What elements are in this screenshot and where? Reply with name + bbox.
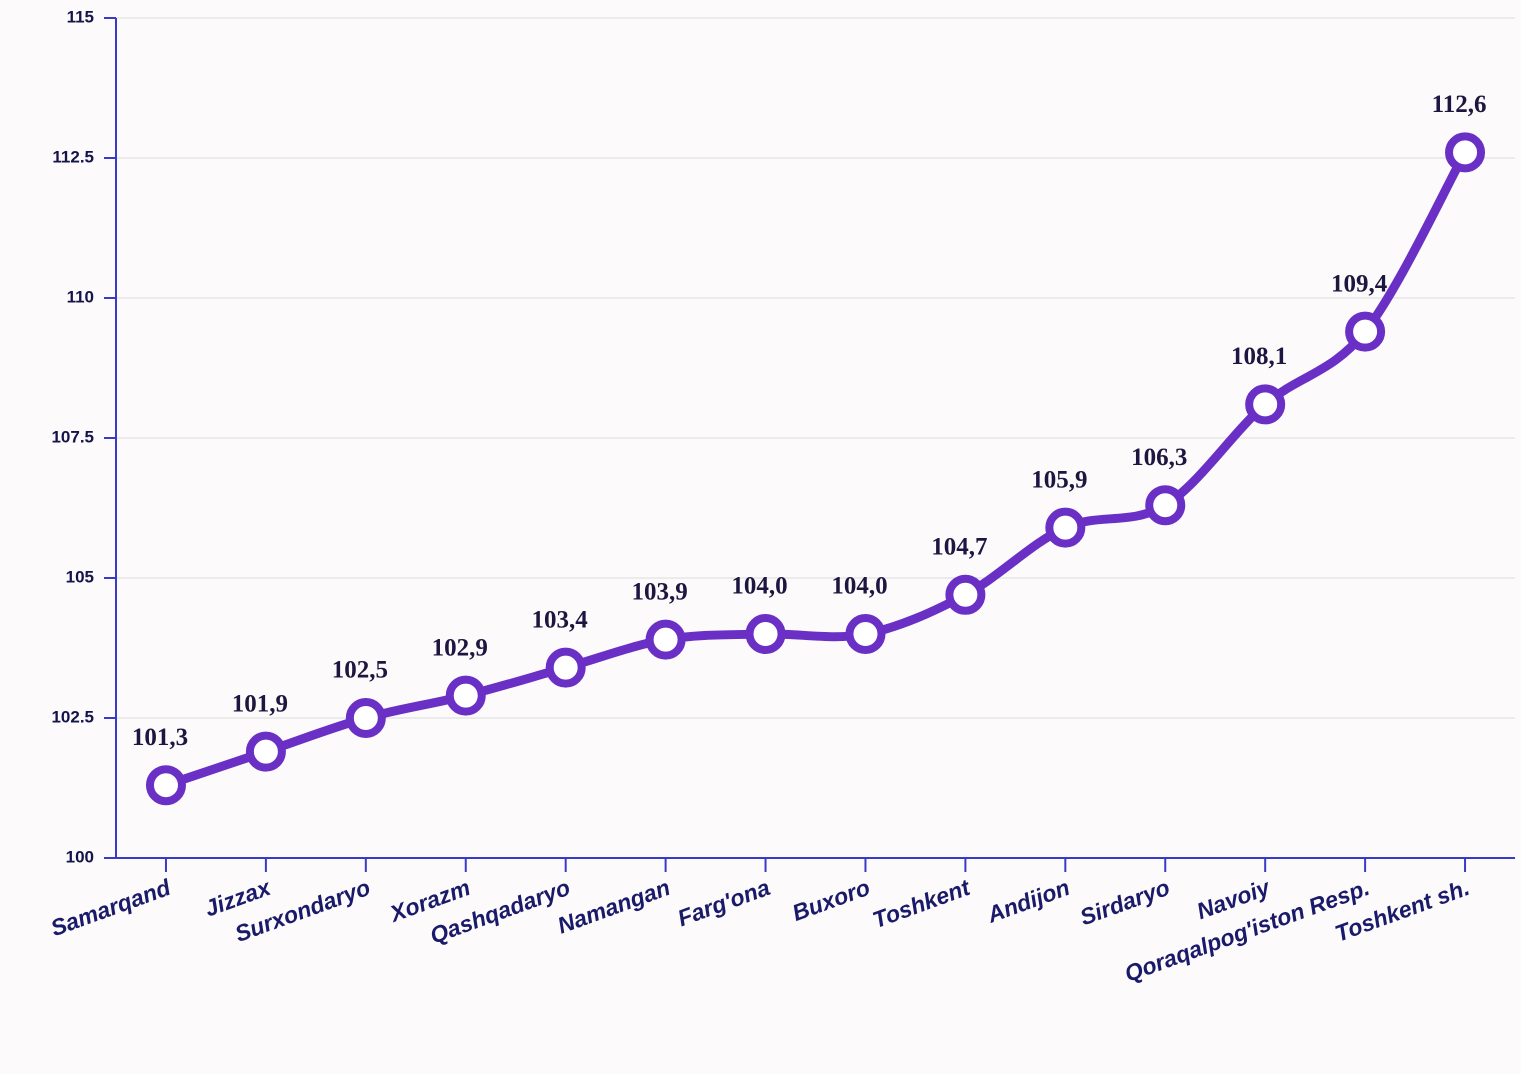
marker bbox=[945, 574, 986, 615]
y-tick-label: 115 bbox=[67, 7, 94, 26]
value-label: 108,1 bbox=[1231, 343, 1287, 370]
marker bbox=[845, 614, 886, 654]
value-label: 101,3 bbox=[132, 724, 188, 751]
x-tick-label: Samarqand bbox=[47, 874, 174, 942]
value-label: 109,4 bbox=[1331, 270, 1388, 297]
value-label: 105,9 bbox=[1031, 466, 1087, 493]
y-tick-label: 105 bbox=[66, 567, 94, 586]
x-tick-label: Toshkent bbox=[869, 874, 974, 934]
marker bbox=[545, 647, 586, 688]
value-label: 104,0 bbox=[831, 573, 887, 600]
marker bbox=[1145, 485, 1186, 526]
x-tick-label: Buxoro bbox=[789, 874, 874, 926]
value-label: 102,9 bbox=[432, 634, 488, 661]
y-tick-label: 107.5 bbox=[51, 427, 94, 446]
x-tick-label: Namangan bbox=[554, 874, 673, 939]
marker bbox=[1245, 384, 1286, 425]
marker bbox=[345, 698, 386, 738]
marker bbox=[445, 675, 486, 716]
y-tick-label: 102.5 bbox=[51, 707, 94, 726]
marker bbox=[245, 731, 286, 772]
y-tick-label: 100 bbox=[66, 847, 94, 866]
value-label: 103,9 bbox=[631, 578, 687, 605]
x-tick-label: Farg'ona bbox=[674, 874, 773, 931]
value-label: 104,0 bbox=[731, 573, 787, 600]
line bbox=[161, 147, 1470, 790]
y-tick-label: 112.5 bbox=[52, 147, 94, 166]
marker bbox=[1045, 507, 1086, 548]
y-tick-label: 110 bbox=[67, 287, 94, 306]
x-tick-label: Andijon bbox=[983, 874, 1073, 928]
value-label: 101,9 bbox=[232, 690, 288, 717]
value-label: 103,4 bbox=[532, 606, 589, 633]
value-label: 104,7 bbox=[931, 534, 987, 561]
value-label: 102,5 bbox=[332, 657, 388, 684]
marker bbox=[745, 614, 786, 654]
marker bbox=[1345, 311, 1386, 352]
marker bbox=[1445, 132, 1486, 173]
value-label: 106,3 bbox=[1131, 444, 1187, 471]
value-label: 112,6 bbox=[1432, 91, 1487, 118]
x-tick-label: Sirdaryo bbox=[1076, 874, 1173, 930]
marker bbox=[645, 619, 686, 660]
marker bbox=[145, 765, 186, 806]
